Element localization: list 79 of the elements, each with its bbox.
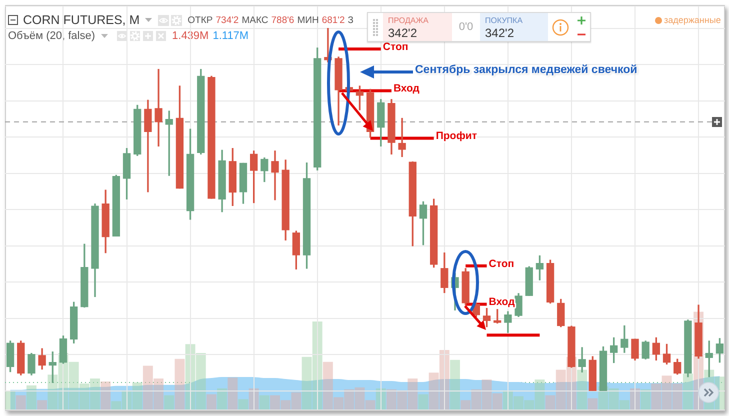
- chart-title: CORN FUTURES, M: [23, 13, 140, 27]
- bar: [344, 389, 354, 410]
- bar: [302, 356, 312, 410]
- bar: [322, 362, 333, 410]
- bar: [48, 374, 58, 410]
- series-label: Стоп: [382, 40, 408, 53]
- text: З: [348, 14, 354, 26]
- bar: [164, 395, 174, 410]
- bar: [259, 395, 270, 410]
- bar: [428, 372, 439, 410]
- bar: [238, 399, 248, 410]
- bar: [16, 395, 26, 410]
- bar: [588, 398, 598, 410]
- bar: [492, 393, 502, 410]
- chart-title: Объём (20, false): [8, 30, 96, 42]
- annotation: 342'2: [388, 26, 418, 40]
- bar: [471, 389, 482, 410]
- bar: [662, 376, 672, 410]
- annotation: 342'2: [485, 26, 515, 40]
- annotation: 0'0: [458, 21, 474, 33]
- candlestick: [144, 100, 152, 192]
- bar: [354, 387, 365, 410]
- bar: [68, 362, 79, 410]
- bar: [450, 360, 460, 410]
- bar: [545, 395, 556, 410]
- candlestick: [154, 68, 162, 147]
- series-label: Вход: [488, 296, 516, 308]
- series-label: Вход: [393, 82, 420, 95]
- text: задержанные: [664, 15, 721, 25]
- bar: [132, 382, 142, 410]
- bar: [280, 400, 291, 410]
- bar: [228, 378, 238, 410]
- bar: [79, 383, 90, 410]
- annotation: 1.117M: [212, 30, 249, 42]
- bar: [514, 396, 524, 410]
- text: ОТКР: [188, 14, 213, 26]
- bar: [386, 389, 396, 410]
- bar: [154, 378, 164, 410]
- series-label: Профит: [436, 130, 477, 142]
- bar: [408, 378, 418, 410]
- bar: [672, 383, 682, 410]
- bar: [291, 392, 302, 410]
- bar: [5, 391, 16, 410]
- bar: [460, 400, 471, 410]
- text: 788'6: [271, 14, 294, 26]
- bar: [482, 380, 492, 410]
- bar: [334, 397, 344, 410]
- bar: [100, 381, 111, 410]
- candlestick: [271, 150, 279, 200]
- text: ПОКУПКА: [485, 16, 523, 25]
- bar: [608, 388, 619, 410]
- bar: [206, 394, 216, 410]
- bar: [524, 400, 534, 410]
- bar: [418, 394, 428, 410]
- bar: [365, 400, 376, 410]
- bar: [196, 352, 206, 410]
- text: МИН: [297, 14, 319, 26]
- annotation: Сентябрь закрылся медвежей свечкой: [415, 64, 638, 76]
- bar: [217, 388, 228, 410]
- bar: [270, 395, 280, 410]
- bar: [90, 378, 100, 410]
- bar: [640, 389, 651, 410]
- bar: [142, 366, 153, 410]
- bar: [37, 400, 48, 410]
- bar: [397, 390, 408, 410]
- text: 681'2: [322, 14, 345, 26]
- bar: [111, 401, 122, 410]
- text: ПРОДАЖА: [388, 16, 428, 25]
- series-label: Стоп: [488, 258, 514, 270]
- bar: [534, 380, 545, 410]
- text: 734'2: [216, 14, 239, 26]
- bar: [26, 385, 36, 410]
- candlestick: [398, 118, 406, 158]
- bar: [651, 383, 662, 410]
- bar: [556, 370, 566, 410]
- bar: [619, 400, 630, 410]
- annotation: 1.439M: [172, 30, 209, 42]
- text: МАКС: [242, 14, 268, 26]
- bar: [174, 358, 185, 410]
